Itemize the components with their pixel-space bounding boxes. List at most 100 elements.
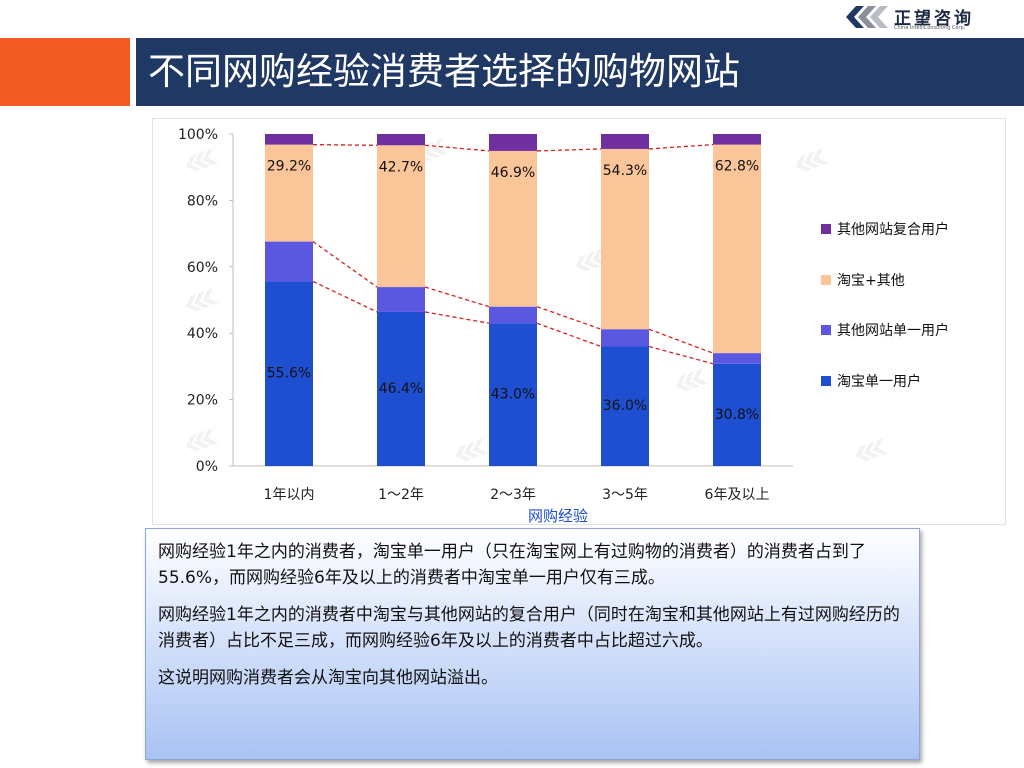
watermark-chevron [864, 441, 881, 459]
legend-swatch [821, 275, 831, 285]
connector-line [312, 241, 378, 288]
orange-accent-block [0, 38, 130, 106]
summary-paragraph-1: 网购经验1年之内的消费者，淘宝单一用户（只在淘宝网上有过购物的消费者）的消费者占… [158, 542, 866, 588]
bar-segment [489, 134, 537, 151]
brand-subtitle: China IntelliConsulting Corp. [894, 25, 966, 31]
bar-segment [265, 281, 313, 466]
bar-segment [489, 150, 537, 307]
chart-frame: 0% 20% 40% 60% 80% 100% 1年以内 1～2年 2～3年 3～5年 6年及以上网… [152, 118, 1006, 525]
x-axis-title: 网购经验 [528, 507, 588, 524]
brand-chevron-icon [846, 6, 888, 28]
watermark-logo [185, 148, 219, 172]
watermark-chevron [872, 438, 889, 456]
bar-segment [713, 363, 761, 466]
watermark-chevron [455, 444, 472, 462]
connector-line [424, 311, 490, 324]
bar-segment [489, 323, 537, 466]
watermark-logo [185, 428, 219, 452]
watermark-chevron [202, 428, 219, 446]
data-label: 36.0% [603, 398, 647, 414]
legend-label: 淘宝单一用户 [837, 373, 921, 390]
y-tick-label: 20% [187, 393, 218, 409]
legend-swatch [821, 224, 831, 234]
watermark-chevron [185, 154, 202, 172]
watermark-chevron [795, 154, 812, 172]
stacked-bar-chart: 0% 20% 40% 60% 80% 100% 1年以内 1～2年 2～3年 3～5年 6年及以上网… [178, 127, 949, 524]
x-tick-label: 1～2年 [378, 487, 424, 503]
bar-segment [601, 148, 649, 330]
bar-segment [265, 134, 313, 145]
watermark-chevron [855, 444, 872, 462]
bar-segment [377, 134, 425, 146]
brand-logo: 正望咨询 China IntelliConsulting Corp. [842, 4, 1002, 34]
watermark-chevron [592, 248, 609, 266]
watermark-chevron [575, 254, 592, 272]
connector-line [312, 280, 378, 313]
legend-label: 其他网站单一用户 [837, 322, 949, 339]
x-tick-label: 2～3年 [490, 487, 536, 503]
legend-label: 淘宝+其他 [837, 273, 905, 289]
connector-line [424, 144, 490, 152]
y-tick-label: 100% [178, 127, 218, 143]
bar-segment [265, 241, 313, 282]
y-tick-label: 60% [187, 260, 218, 276]
watermark-chevron [194, 431, 211, 449]
title-bar: 不同网购经验消费者选择的购物网站 [136, 38, 1024, 106]
connector-line [424, 286, 490, 308]
y-tick-label: 80% [187, 193, 218, 209]
watermark-chevron [584, 251, 601, 269]
bar-segment [377, 311, 425, 466]
watermark-chevron [202, 148, 219, 166]
watermark-logo [855, 438, 889, 462]
watermark-chevron [185, 294, 202, 312]
watermark-chevron [464, 441, 481, 459]
watermark-logo [795, 148, 829, 172]
y-tick-label: 0% [196, 459, 218, 475]
connector-line [312, 143, 378, 146]
watermark-logo [455, 438, 489, 462]
data-label: 55.6% [267, 366, 311, 382]
watermark-chevron [194, 151, 211, 169]
watermark-chevron [675, 374, 692, 392]
legend-swatch [821, 376, 831, 386]
watermark-layer [185, 138, 889, 462]
watermark-chevron [432, 138, 449, 156]
watermark-logo [575, 248, 609, 272]
connector-line [536, 306, 602, 330]
bar-segment [601, 329, 649, 347]
watermark-logo [185, 288, 219, 312]
bar-segment [601, 134, 649, 149]
slide-title: 不同网购经验消费者选择的购物网站 [148, 50, 740, 93]
bar-segment [377, 145, 425, 288]
bar-segment [601, 346, 649, 466]
brand-name: 正望咨询 [894, 9, 974, 29]
summary-paragraph-2: 网购经验1年之内的消费者中淘宝与其他网站的复合用户（同时在淘宝和其他网站上有过网… [158, 605, 900, 651]
summary-paragraph-3: 这说明网购消费者会从淘宝向其他网站溢出。 [158, 668, 498, 688]
legend-label: 其他网站复合用户 [837, 221, 949, 238]
data-label: 46.4% [379, 381, 423, 397]
data-label: 43.0% [491, 387, 535, 403]
connector-line [648, 143, 714, 150]
legend-swatch [821, 325, 831, 335]
watermark-chevron [692, 368, 709, 386]
watermark-chevron [684, 371, 701, 389]
x-tick-label: 1年以内 [264, 487, 315, 503]
data-label: 42.7% [379, 159, 423, 175]
connector-line [536, 322, 602, 348]
data-label: 62.8% [715, 159, 759, 175]
data-label: 29.2% [267, 159, 311, 175]
data-label: 54.3% [603, 163, 647, 179]
summary-text-box: 网购经验1年之内的消费者，淘宝单一用户（只在淘宝网上有过购物的消费者）的消费者占… [145, 528, 920, 760]
connector-line [648, 328, 714, 354]
y-tick-label: 40% [187, 326, 218, 342]
bar-segment [713, 134, 761, 145]
data-label: 46.9% [491, 165, 535, 181]
bar-segment [265, 144, 313, 242]
watermark-logo [675, 368, 709, 392]
bar-segment [713, 353, 761, 364]
watermark-chevron [194, 291, 211, 309]
x-tick-label: 6年及以上 [705, 487, 770, 503]
bar-segment [713, 144, 761, 354]
x-tick-label: 3～5年 [602, 487, 648, 503]
watermark-chevron [472, 438, 489, 456]
